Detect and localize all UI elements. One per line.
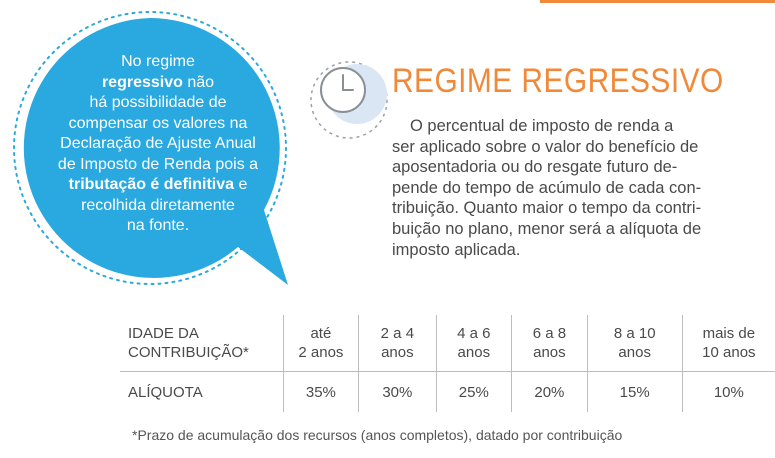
rate-cell: 30%: [358, 371, 437, 412]
header-cell: 4 a 6 anos: [435, 315, 512, 372]
rates-table: IDADE DA CONTRIBUIÇÃO* até 2 anos 2 a 4 an…: [120, 315, 775, 412]
header-cell: mais de 10 anos: [681, 315, 775, 372]
bubble-line: há possibilidade de: [89, 94, 227, 111]
body-line: imposto aplicada.: [392, 240, 521, 259]
rate-cell: 20%: [511, 371, 588, 412]
rate-label-cell: ALÍQUOTA: [128, 383, 203, 401]
bubble-line: Declaração de Ajuste Anual: [60, 135, 256, 152]
top-accent-bar: [540, 0, 775, 3]
speech-bubble-shape: [13, 11, 289, 285]
rate-cell: 25%: [435, 371, 512, 412]
header-cell: até 2 anos: [282, 315, 359, 372]
table-row: ALÍQUOTA 35% 30% 25% 20% 15% 10%: [120, 371, 775, 412]
bubble-line: recolhida diretamente: [81, 196, 235, 214]
header-cell: 2 a 4 anos: [358, 315, 437, 372]
clock-icon: [310, 61, 388, 139]
body-line: O percentual de imposto de renda a: [410, 117, 674, 135]
footnote: *Prazo de acumulação dos recursos (anos …: [132, 427, 623, 443]
body-line: tribuição. Quanto maior o tempo da contr…: [392, 199, 702, 218]
bubble-line: tributação é definitiva e: [68, 176, 248, 193]
bubble-line: na fonte.: [126, 217, 190, 234]
rate-cell: 10%: [681, 371, 775, 412]
header-cell: 6 a 8 anos: [511, 315, 588, 372]
page-title: REGIME REGRESSIVO: [392, 62, 724, 100]
body-line: aposentadoria ou do resgate futuro de-: [392, 158, 678, 177]
rate-cell: 35%: [282, 371, 359, 412]
bubble-line: No regime: [121, 53, 195, 70]
body-line: buição no plano, menor será a alíquota d…: [392, 219, 702, 238]
bubble-line: compensar os valores na: [68, 114, 248, 132]
rate-cell: 15%: [586, 371, 683, 412]
table-header-row: IDADE DA CONTRIBUIÇÃO* até 2 anos 2 a 4 an…: [120, 315, 775, 372]
header-label-cell: IDADE DA CONTRIBUIÇÃO*: [120, 315, 284, 372]
body-paragraph: O percentual de imposto de renda a ser a…: [392, 116, 757, 260]
speech-bubble: No regime regressivo não há possibilidade …: [0, 0, 320, 300]
body-line: ser aplicado sobre o valor do benefício …: [392, 137, 699, 156]
body-line: pende do tempo de acúmulo de cada con-: [392, 178, 702, 197]
bubble-text: No regime regressivo não há possibilidade …: [30, 52, 286, 237]
bubble-line: regressivo não: [101, 73, 215, 91]
bubble-line: de Imposto de Renda pois a: [57, 155, 259, 173]
header-cell: 8 a 10 anos: [586, 315, 683, 372]
